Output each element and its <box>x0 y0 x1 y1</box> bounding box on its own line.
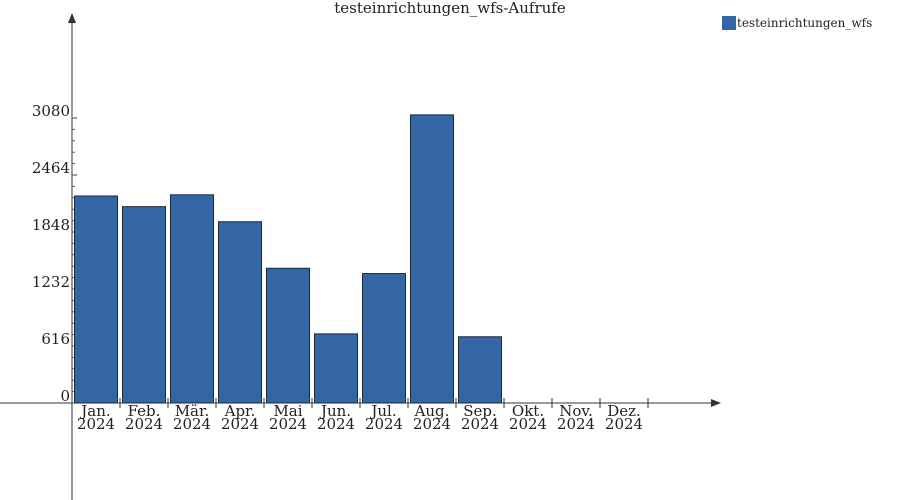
legend-swatch <box>722 16 736 30</box>
y-tick-label: 0 <box>60 387 70 405</box>
x-tick-label-month: Jun. <box>319 402 351 420</box>
y-tick-label: 3080 <box>32 102 70 120</box>
x-tick-label-year: 2024 <box>173 415 211 433</box>
y-ticks: 0 616 1232 1848 2464 3080 <box>32 102 77 405</box>
legend-label: testeinrichtungen_wfs <box>737 16 872 30</box>
bar-mai <box>266 267 310 404</box>
x-tick-label-year: 2024 <box>77 415 115 433</box>
x-tick-label-month: Okt. <box>512 402 544 420</box>
y-tick-label: 616 <box>41 330 70 348</box>
x-tick-label-month: Nov. <box>559 402 593 420</box>
x-tick-label-month: Apr. <box>224 402 256 420</box>
bar-jun <box>314 333 358 404</box>
x-axis-arrow <box>711 399 721 407</box>
bar-aug <box>410 114 454 404</box>
x-tick-label-month: Jan. <box>79 402 110 420</box>
x-tick-label-month: Dez. <box>607 402 641 420</box>
bar-feb <box>122 206 166 404</box>
x-tick-label-year: 2024 <box>365 415 403 433</box>
legend: testeinrichtungen_wfs <box>722 16 872 30</box>
x-tick-label-month: Mär. <box>175 402 210 420</box>
x-tick-label-month: Feb. <box>128 402 161 420</box>
x-tick-label-year: 2024 <box>221 415 259 433</box>
x-ticks: Jan.2024Feb.2024Mär.2024Apr.2024Mai2024J… <box>77 398 649 433</box>
bar-apr <box>218 221 262 404</box>
x-tick-label-year: 2024 <box>557 415 595 433</box>
x-tick-label-year: 2024 <box>509 415 547 433</box>
y-axis-arrow <box>68 13 76 23</box>
x-tick-label-year: 2024 <box>317 415 355 433</box>
x-tick-label-month: Mai <box>273 402 302 420</box>
bar-sep <box>458 336 502 404</box>
x-tick-label-year: 2024 <box>461 415 499 433</box>
x-tick-label-month: Jul. <box>369 402 396 420</box>
y-tick-label: 1848 <box>32 216 70 234</box>
x-tick-label-year: 2024 <box>269 415 307 433</box>
x-tick-label-year: 2024 <box>125 415 163 433</box>
bar-jul <box>362 273 406 404</box>
x-tick-label-month: Sep. <box>463 402 497 420</box>
x-tick-label-year: 2024 <box>605 415 643 433</box>
bars <box>74 114 502 404</box>
bar-jan <box>74 195 118 404</box>
y-tick-label: 1232 <box>32 273 70 291</box>
y-tick-label: 2464 <box>32 159 70 177</box>
bar-mär <box>170 194 214 404</box>
chart-title: testeinrichtungen_wfs-Aufrufe <box>334 0 566 17</box>
x-tick-label-month: Aug. <box>414 402 450 420</box>
x-tick-label-year: 2024 <box>413 415 451 433</box>
